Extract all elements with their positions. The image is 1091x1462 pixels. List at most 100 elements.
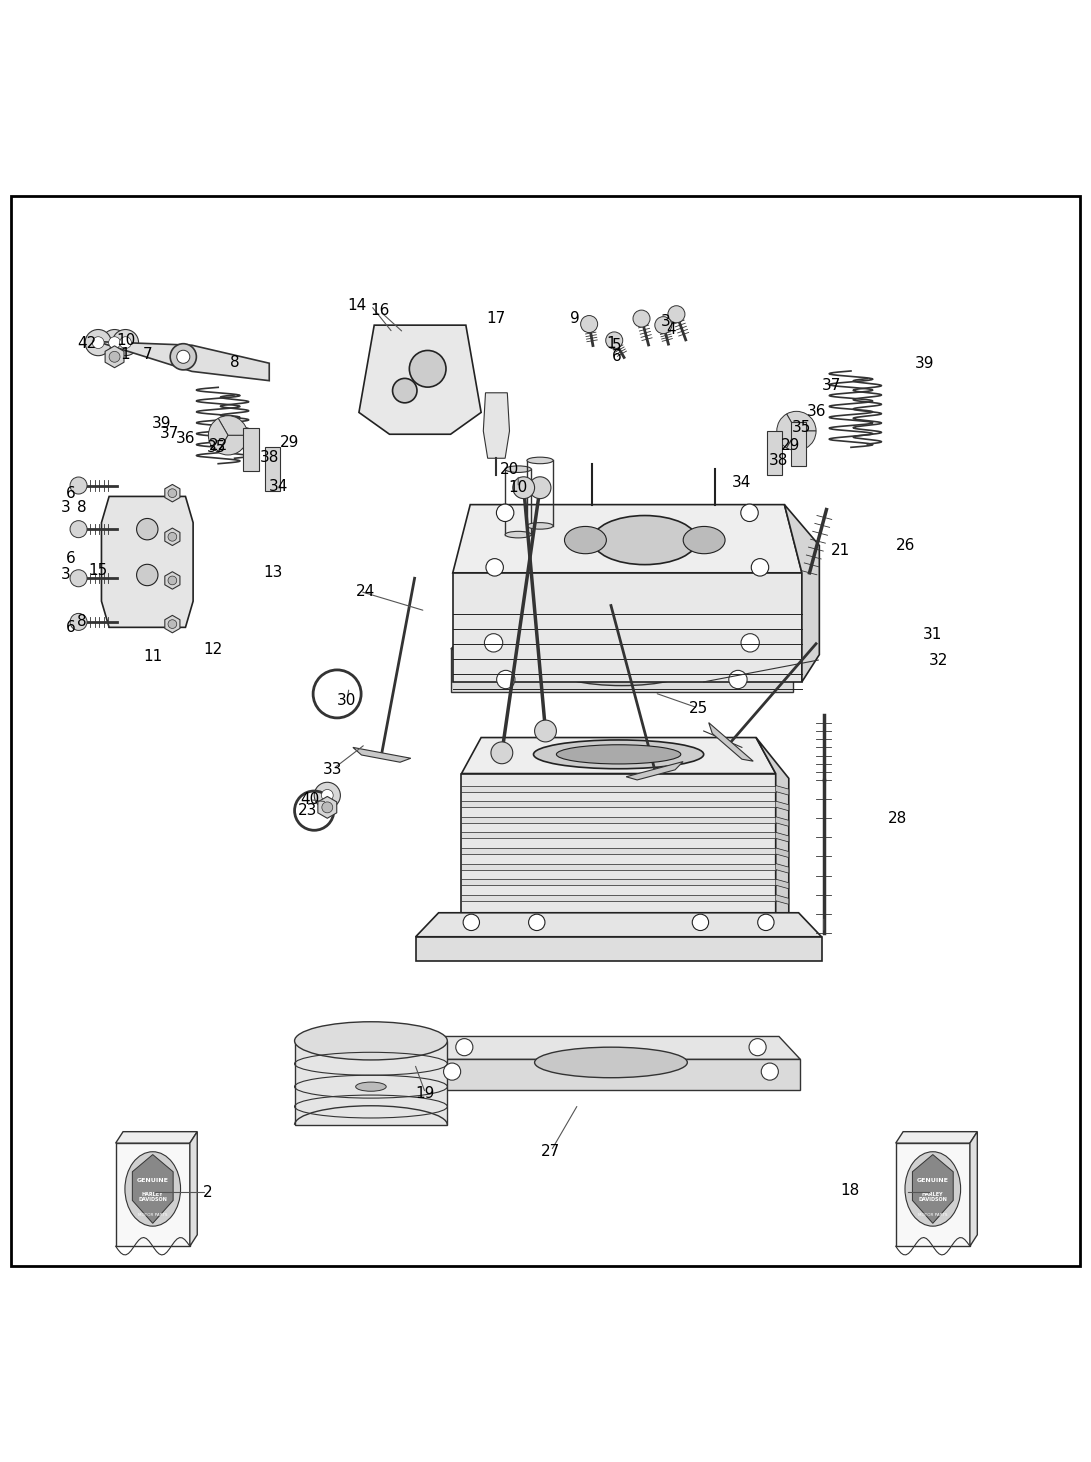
Circle shape xyxy=(393,379,417,404)
Ellipse shape xyxy=(553,652,691,686)
Polygon shape xyxy=(461,737,776,773)
Text: 28: 28 xyxy=(888,811,908,826)
Polygon shape xyxy=(116,1143,190,1246)
Polygon shape xyxy=(461,801,776,807)
Ellipse shape xyxy=(527,458,553,463)
Circle shape xyxy=(535,721,556,741)
Bar xyxy=(265,447,280,491)
Ellipse shape xyxy=(356,1082,386,1091)
Polygon shape xyxy=(776,864,789,873)
Polygon shape xyxy=(776,801,789,811)
Text: 2: 2 xyxy=(203,1186,212,1200)
Text: 5: 5 xyxy=(612,338,621,354)
Circle shape xyxy=(168,532,177,541)
Polygon shape xyxy=(461,817,776,823)
Polygon shape xyxy=(359,325,481,434)
Text: 19: 19 xyxy=(416,1086,435,1101)
Text: 36: 36 xyxy=(806,404,826,418)
Wedge shape xyxy=(218,436,248,455)
Text: 22: 22 xyxy=(208,437,228,453)
Polygon shape xyxy=(626,762,683,779)
Circle shape xyxy=(120,336,131,348)
Polygon shape xyxy=(317,797,337,819)
Circle shape xyxy=(752,558,769,576)
Text: 33: 33 xyxy=(323,762,343,776)
Bar xyxy=(767,431,782,475)
Text: 9: 9 xyxy=(571,311,579,326)
Circle shape xyxy=(463,914,480,930)
Circle shape xyxy=(136,564,158,586)
Polygon shape xyxy=(776,848,789,858)
Bar xyxy=(791,423,806,466)
Wedge shape xyxy=(787,411,816,431)
Circle shape xyxy=(729,671,747,689)
Polygon shape xyxy=(776,832,789,842)
Polygon shape xyxy=(461,773,776,918)
Text: 10: 10 xyxy=(116,333,135,348)
Text: 27: 27 xyxy=(541,1143,561,1158)
Polygon shape xyxy=(453,573,802,681)
Circle shape xyxy=(314,782,340,808)
Polygon shape xyxy=(97,342,269,380)
Polygon shape xyxy=(776,785,789,795)
Text: 7: 7 xyxy=(143,346,152,363)
Polygon shape xyxy=(190,1132,197,1246)
Polygon shape xyxy=(970,1132,978,1246)
Circle shape xyxy=(456,1038,472,1056)
Circle shape xyxy=(741,504,758,522)
Circle shape xyxy=(409,351,446,387)
Text: 3: 3 xyxy=(661,314,670,329)
Circle shape xyxy=(491,741,513,763)
Text: 1: 1 xyxy=(607,336,615,351)
Circle shape xyxy=(101,329,128,355)
Circle shape xyxy=(580,316,598,332)
Circle shape xyxy=(70,477,87,494)
Polygon shape xyxy=(756,737,789,918)
Polygon shape xyxy=(896,1143,970,1246)
Text: 6: 6 xyxy=(612,349,621,364)
Circle shape xyxy=(177,351,190,364)
Text: 3: 3 xyxy=(61,567,70,582)
Text: 17: 17 xyxy=(487,311,506,326)
Circle shape xyxy=(70,570,87,586)
Circle shape xyxy=(70,520,87,538)
Circle shape xyxy=(322,789,333,801)
Text: HARLEY
DAVIDSON: HARLEY DAVIDSON xyxy=(919,1192,947,1202)
Circle shape xyxy=(762,1063,778,1080)
Text: MOTOR PARTS: MOTOR PARTS xyxy=(137,1213,168,1218)
Polygon shape xyxy=(709,722,753,762)
Text: 16: 16 xyxy=(370,304,389,319)
Circle shape xyxy=(109,351,120,363)
Text: 39: 39 xyxy=(914,355,934,371)
Polygon shape xyxy=(453,504,802,573)
Circle shape xyxy=(484,633,503,652)
Ellipse shape xyxy=(533,740,704,769)
Text: 14: 14 xyxy=(347,298,367,313)
Ellipse shape xyxy=(295,1022,447,1060)
Text: 35: 35 xyxy=(792,420,812,436)
Circle shape xyxy=(750,1038,766,1056)
Text: 3: 3 xyxy=(61,500,70,515)
Circle shape xyxy=(513,477,535,499)
Polygon shape xyxy=(165,616,180,633)
Polygon shape xyxy=(116,1132,197,1143)
Text: 23: 23 xyxy=(298,803,317,819)
Text: 12: 12 xyxy=(203,642,223,656)
Circle shape xyxy=(668,306,685,323)
Text: GENUINE: GENUINE xyxy=(916,1178,949,1183)
Wedge shape xyxy=(787,431,816,450)
Polygon shape xyxy=(416,937,822,961)
Text: 38: 38 xyxy=(769,453,789,468)
Text: 29: 29 xyxy=(781,437,801,453)
Polygon shape xyxy=(461,895,776,901)
Circle shape xyxy=(136,519,158,539)
Circle shape xyxy=(741,633,759,652)
Text: 8: 8 xyxy=(230,355,239,370)
Ellipse shape xyxy=(535,1047,687,1077)
Circle shape xyxy=(168,620,177,629)
Wedge shape xyxy=(777,414,796,447)
Text: 6: 6 xyxy=(67,485,75,500)
Polygon shape xyxy=(165,528,180,545)
Text: 4: 4 xyxy=(667,322,675,338)
Text: 39: 39 xyxy=(152,415,171,431)
